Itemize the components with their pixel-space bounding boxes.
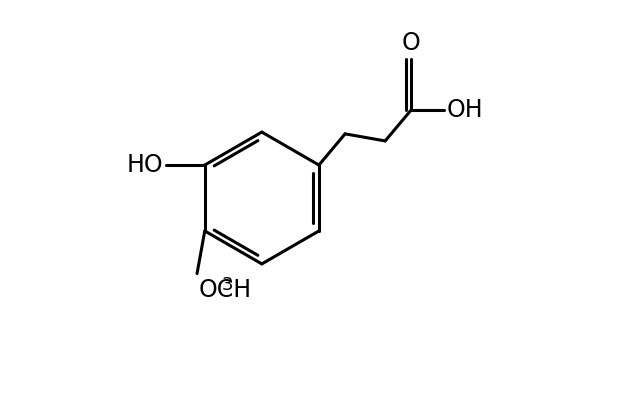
Text: OCH: OCH	[199, 278, 252, 302]
Text: OH: OH	[446, 98, 483, 122]
Text: 3: 3	[221, 276, 233, 294]
Text: O: O	[402, 31, 420, 55]
Text: HO: HO	[126, 153, 163, 177]
